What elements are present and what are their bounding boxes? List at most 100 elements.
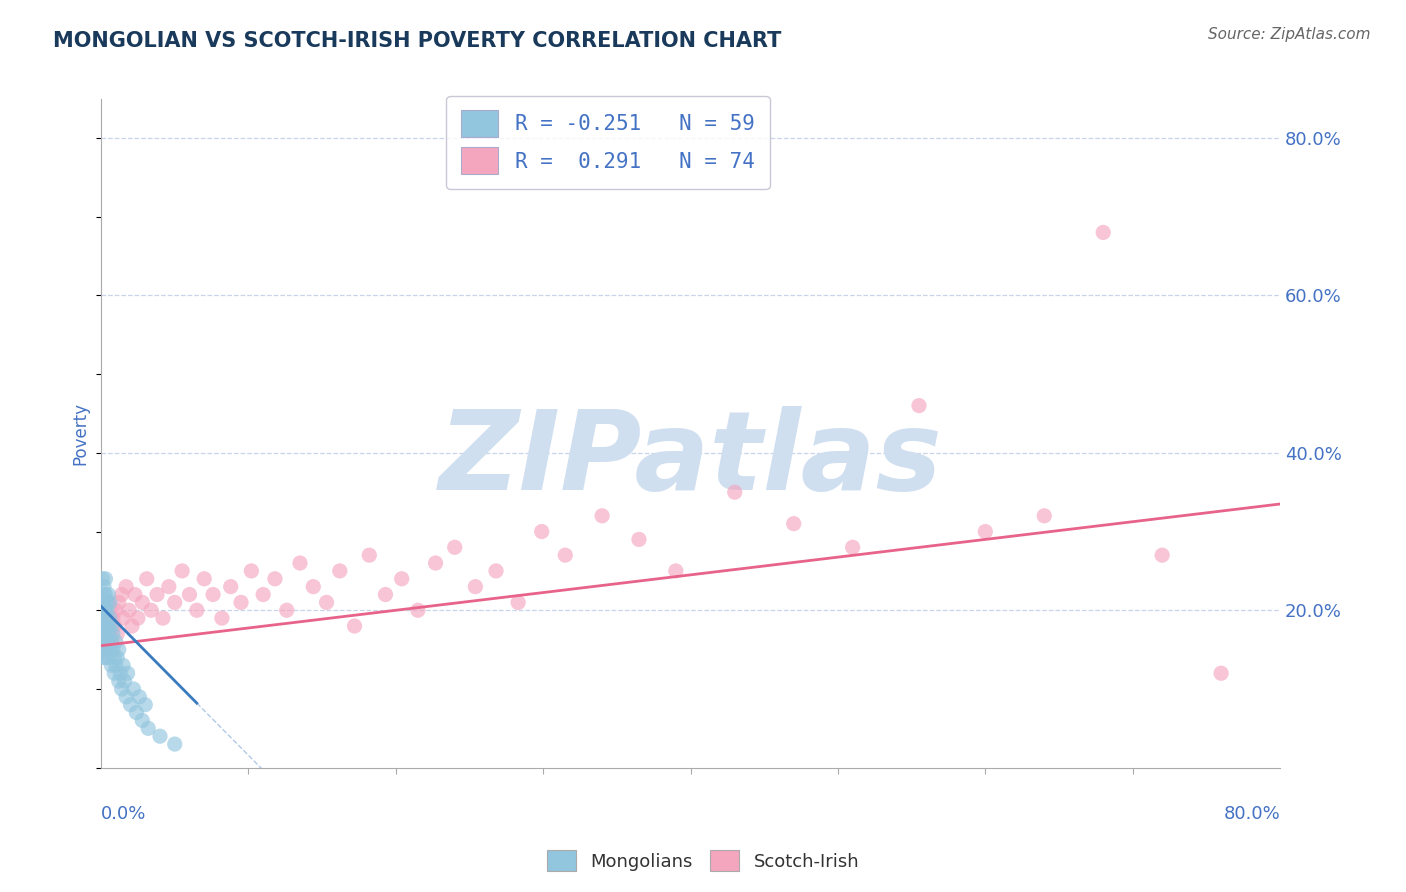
Point — [96, 642, 118, 657]
Point — [93, 619, 115, 633]
Point — [1152, 548, 1174, 562]
Point — [93, 588, 115, 602]
Point — [107, 674, 129, 689]
Point — [252, 588, 274, 602]
Point — [554, 548, 576, 562]
Point — [97, 595, 120, 609]
Point — [406, 603, 429, 617]
Point — [125, 706, 148, 720]
Point — [101, 627, 124, 641]
Point — [841, 541, 863, 555]
Point — [97, 650, 120, 665]
Point — [94, 572, 117, 586]
Point — [91, 627, 114, 641]
Point — [172, 564, 194, 578]
Point — [96, 595, 118, 609]
Point — [111, 681, 134, 696]
Point — [97, 588, 120, 602]
Point — [149, 729, 172, 743]
Point — [96, 634, 118, 648]
Point — [276, 603, 298, 617]
Point — [114, 674, 136, 689]
Point — [94, 627, 117, 641]
Point — [443, 541, 465, 555]
Point — [288, 556, 311, 570]
Point — [105, 627, 128, 641]
Point — [146, 588, 169, 602]
Point — [329, 564, 352, 578]
Point — [128, 690, 150, 704]
Point — [508, 595, 530, 609]
Point — [91, 619, 114, 633]
Point — [122, 681, 145, 696]
Point — [131, 595, 153, 609]
Point — [94, 634, 117, 648]
Point — [193, 572, 215, 586]
Point — [107, 642, 129, 657]
Point — [211, 611, 233, 625]
Point — [530, 524, 553, 539]
Point — [93, 595, 115, 609]
Point — [94, 650, 117, 665]
Point — [103, 650, 125, 665]
Point — [103, 666, 125, 681]
Point — [91, 611, 114, 625]
Point — [665, 564, 688, 578]
Point — [219, 580, 242, 594]
Point — [97, 619, 120, 633]
Point — [131, 714, 153, 728]
Point — [104, 603, 127, 617]
Point — [627, 533, 650, 547]
Point — [359, 548, 381, 562]
Point — [94, 611, 117, 625]
Point — [98, 603, 121, 617]
Point — [101, 611, 124, 625]
Point — [179, 588, 201, 602]
Point — [94, 642, 117, 657]
Point — [94, 603, 117, 617]
Point — [98, 642, 121, 657]
Point — [1209, 666, 1232, 681]
Text: 80.0%: 80.0% — [1223, 805, 1279, 822]
Legend: R = -0.251   N = 59, R =  0.291   N = 74: R = -0.251 N = 59, R = 0.291 N = 74 — [447, 95, 769, 189]
Point — [1092, 226, 1115, 240]
Point — [127, 611, 149, 625]
Point — [120, 698, 142, 712]
Point — [111, 588, 134, 602]
Point — [374, 588, 396, 602]
Point — [115, 580, 138, 594]
Point — [186, 603, 208, 617]
Point — [134, 698, 156, 712]
Point — [112, 611, 135, 625]
Point — [97, 619, 120, 633]
Point — [264, 572, 287, 586]
Point — [96, 634, 118, 648]
Point — [464, 580, 486, 594]
Point — [115, 690, 138, 704]
Point — [94, 603, 117, 617]
Point — [724, 485, 747, 500]
Point — [135, 572, 157, 586]
Point — [100, 658, 122, 673]
Point — [391, 572, 413, 586]
Point — [141, 603, 163, 617]
Point — [93, 634, 115, 648]
Point — [100, 634, 122, 648]
Point — [240, 564, 263, 578]
Point — [103, 619, 125, 633]
Y-axis label: Poverty: Poverty — [72, 401, 89, 465]
Point — [96, 619, 118, 633]
Point — [152, 611, 174, 625]
Point — [124, 588, 146, 602]
Point — [98, 627, 121, 641]
Legend: Mongolians, Scotch-Irish: Mongolians, Scotch-Irish — [540, 843, 866, 879]
Point — [94, 588, 117, 602]
Point — [100, 634, 122, 648]
Point — [315, 595, 337, 609]
Point — [121, 619, 143, 633]
Point — [93, 595, 115, 609]
Point — [112, 658, 135, 673]
Text: Source: ZipAtlas.com: Source: ZipAtlas.com — [1208, 27, 1371, 42]
Point — [91, 627, 114, 641]
Point — [93, 611, 115, 625]
